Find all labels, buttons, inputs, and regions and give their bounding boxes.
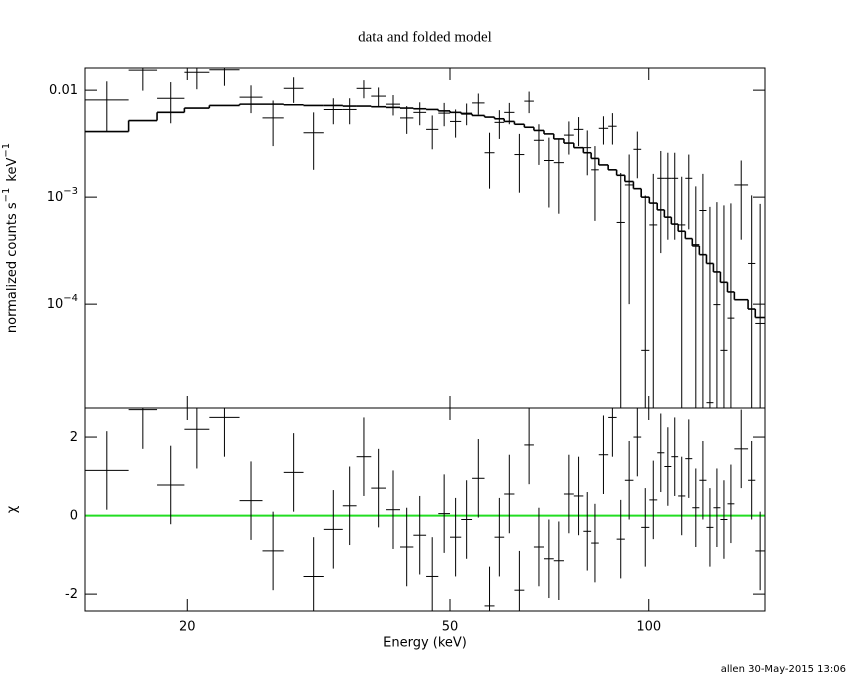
y-tick-label-base: 10 bbox=[47, 190, 64, 205]
y-axis-label: χ bbox=[5, 505, 20, 513]
y-tick-label: 2 bbox=[70, 430, 78, 445]
y-tick-label: -2 bbox=[65, 587, 78, 602]
plot-frame bbox=[84, 407, 766, 612]
chart-title: data and folded model bbox=[358, 29, 492, 45]
x-axis-label: Energy (keV) bbox=[383, 636, 467, 651]
plot-area bbox=[85, 68, 765, 408]
plot-frame bbox=[84, 67, 766, 409]
y-axis-label-text: keV bbox=[5, 158, 20, 182]
y-tick-label-base: -2 bbox=[65, 587, 78, 602]
x-tick-label: 20 bbox=[179, 620, 196, 635]
y-axis-label-sup: −1 bbox=[1, 188, 12, 203]
y-tick-label-exponent: −4 bbox=[63, 293, 78, 304]
y-tick-label: 0.01 bbox=[49, 83, 78, 98]
x-tick-label: 100 bbox=[636, 620, 661, 635]
y-tick-label-base: 10 bbox=[47, 297, 64, 312]
y-axis-label-text: χ bbox=[5, 505, 20, 513]
y-axis-label-sup: −1 bbox=[1, 143, 12, 158]
y-tick-label-base: 2 bbox=[70, 430, 78, 445]
y-tick-label-exponent: −3 bbox=[63, 186, 78, 197]
x-tick-label: 50 bbox=[442, 620, 459, 635]
plot-area bbox=[85, 408, 765, 611]
y-axis-label: normalized counts s−1keV−1 bbox=[1, 143, 20, 333]
y-tick-label: 10−3 bbox=[47, 186, 78, 205]
y-tick-label: 0 bbox=[70, 508, 78, 523]
y-tick-label-base: 0.01 bbox=[49, 83, 78, 98]
footer: allen 30-May-2015 13:06 bbox=[721, 664, 846, 675]
y-axis-label-text: normalized counts s bbox=[5, 202, 20, 333]
y-tick-label: 10−4 bbox=[47, 293, 78, 312]
y-tick-label-base: 0 bbox=[70, 508, 78, 523]
